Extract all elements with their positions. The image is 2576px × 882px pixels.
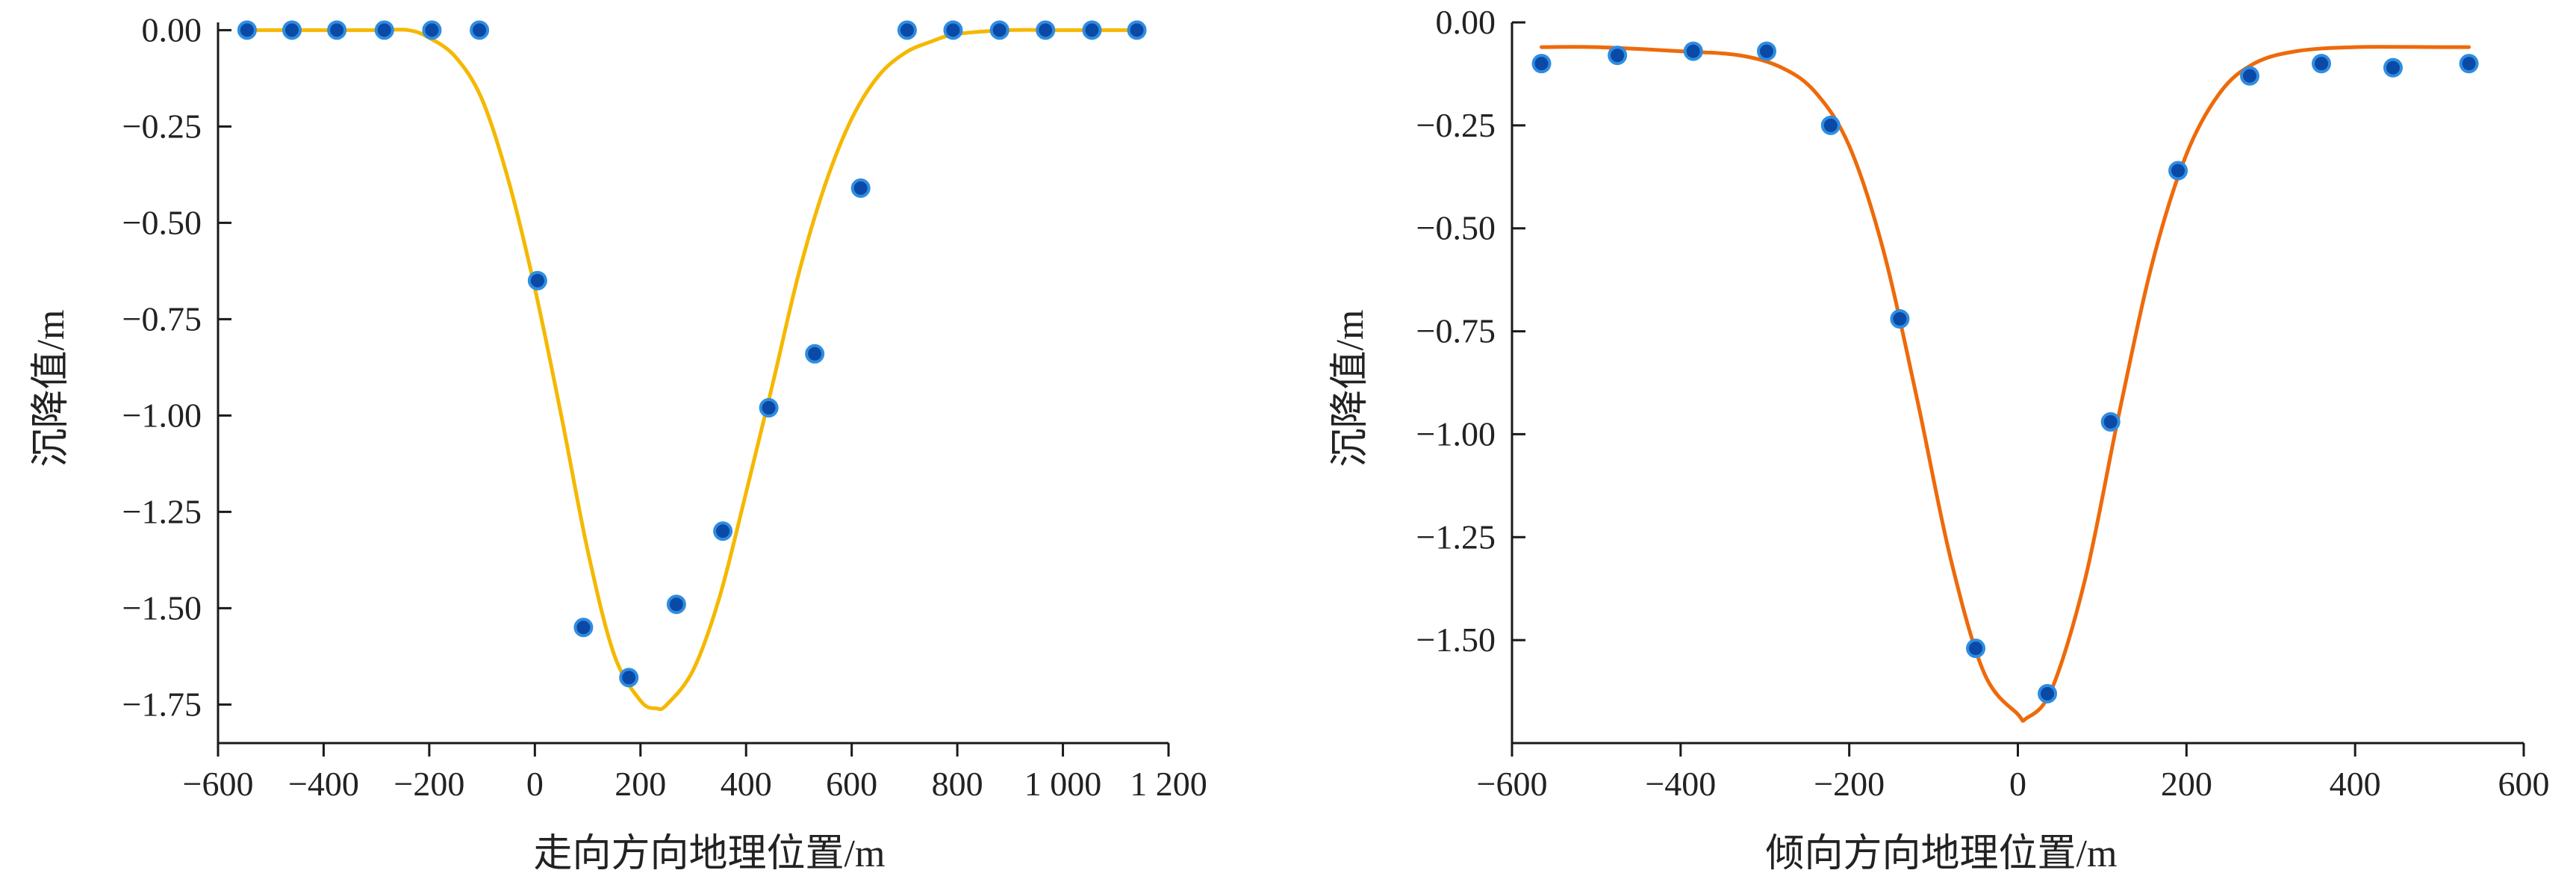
left-data-point bbox=[666, 594, 686, 615]
right-x-tick-label: 200 bbox=[2161, 765, 2212, 803]
left-x-tick-label: −200 bbox=[393, 765, 464, 803]
left-data-point bbox=[374, 20, 394, 40]
left-data-point bbox=[573, 618, 594, 638]
left-y-tick-label: −1.50 bbox=[122, 588, 202, 627]
right-fit-curve bbox=[1540, 45, 2471, 723]
right-y-axis-title: 沉降值/m bbox=[1329, 310, 1372, 468]
left-y-tick-label: −1.00 bbox=[122, 396, 202, 434]
left-x-tick-label: 600 bbox=[826, 765, 877, 803]
left-data-point bbox=[619, 668, 639, 688]
left-x-tick-label: −600 bbox=[183, 765, 254, 803]
left-x-axis-title: 走向方向地理位置/m bbox=[534, 833, 886, 875]
right-data-point bbox=[2100, 412, 2121, 432]
left-data-point bbox=[850, 178, 871, 198]
right-data-point bbox=[1757, 41, 1777, 61]
left-x-tick-label: −400 bbox=[288, 765, 359, 803]
left-x-tick-label: 1 200 bbox=[1130, 765, 1207, 803]
left-fit-curve bbox=[245, 28, 1139, 712]
left-y-tick-label: −0.75 bbox=[122, 299, 202, 338]
left-data-point bbox=[1127, 20, 1147, 40]
left-chart: −600 −400 −200 0 200 400 600 800 1 000 1 200 0.00 −… bbox=[30, 10, 1207, 875]
right-data-point bbox=[2038, 683, 2058, 704]
left-data-point bbox=[237, 20, 257, 40]
right-y-tick-label: −1.25 bbox=[1416, 518, 1496, 556]
right-x-tick-label: 0 bbox=[2009, 765, 2026, 803]
left-data-point bbox=[527, 270, 547, 291]
right-data-point bbox=[2383, 58, 2403, 78]
right-data-point bbox=[2312, 54, 2331, 74]
right-y-tick-label: −1.50 bbox=[1416, 621, 1496, 659]
left-y-tick-label: −0.25 bbox=[122, 107, 202, 145]
left-data-point bbox=[1036, 20, 1056, 40]
right-y-tick-label: −0.50 bbox=[1416, 209, 1496, 247]
left-x-tick-label: 1 000 bbox=[1024, 765, 1102, 803]
left-x-tick-label: 200 bbox=[615, 765, 666, 803]
right-chart: −600 −400 −200 0 200 400 600 0.00 −0.25 −0.50 −0.7… bbox=[1329, 3, 2550, 875]
left-data-point bbox=[897, 20, 917, 40]
left-data-point bbox=[327, 20, 347, 40]
left-y-tick-label: −1.25 bbox=[122, 492, 202, 530]
right-data-point bbox=[1608, 46, 1628, 66]
right-data-point bbox=[1966, 639, 1986, 659]
right-data-point bbox=[1890, 309, 1910, 329]
left-data-point bbox=[759, 398, 779, 418]
right-plot-area: −600 −400 −200 0 200 400 600 0.00 −0.25 −0.50 −0.7… bbox=[1416, 3, 2550, 803]
right-x-tick-label: −400 bbox=[1645, 765, 1716, 803]
left-plot-area: −600 −400 −200 0 200 400 600 800 1 000 1 200 0.00 −… bbox=[122, 10, 1207, 803]
left-data-point bbox=[943, 20, 963, 40]
right-x-tick-label: −200 bbox=[1814, 765, 1885, 803]
right-y-tick-label: 0.00 bbox=[1436, 3, 1496, 41]
right-data-point bbox=[2240, 66, 2260, 86]
left-data-point bbox=[470, 20, 490, 40]
left-y-axis-title: 沉降值/m bbox=[30, 310, 72, 468]
left-y-tick-label: −1.75 bbox=[122, 685, 202, 723]
left-x-tick-label: 0 bbox=[526, 765, 544, 803]
left-y-tick-label: −0.50 bbox=[122, 203, 202, 241]
right-x-tick-label: −600 bbox=[1477, 765, 1548, 803]
left-x-tick-label: 800 bbox=[932, 765, 983, 803]
right-data-point bbox=[2168, 161, 2188, 181]
right-y-tick-label: −0.25 bbox=[1416, 106, 1496, 144]
right-y-tick-label: −0.75 bbox=[1416, 312, 1496, 350]
right-x-tick-label: 400 bbox=[2330, 765, 2381, 803]
left-x-tick-label: 400 bbox=[721, 765, 772, 803]
left-data-point bbox=[805, 344, 825, 364]
right-data-point bbox=[1683, 41, 1703, 61]
left-data-point bbox=[1082, 20, 1102, 40]
right-x-axis-title: 倾向方向地理位置/m bbox=[1766, 833, 2118, 875]
left-data-point bbox=[282, 20, 302, 40]
left-y-tick-label: 0.00 bbox=[142, 10, 202, 49]
right-data-point bbox=[2459, 54, 2479, 74]
left-data-point bbox=[989, 20, 1009, 40]
right-y-tick-label: −1.00 bbox=[1416, 414, 1496, 453]
left-data-point bbox=[422, 20, 442, 40]
right-x-tick-label: 600 bbox=[2498, 765, 2550, 803]
right-data-point bbox=[1820, 115, 1841, 135]
right-data-point bbox=[1531, 54, 1552, 74]
left-data-point bbox=[713, 521, 733, 541]
